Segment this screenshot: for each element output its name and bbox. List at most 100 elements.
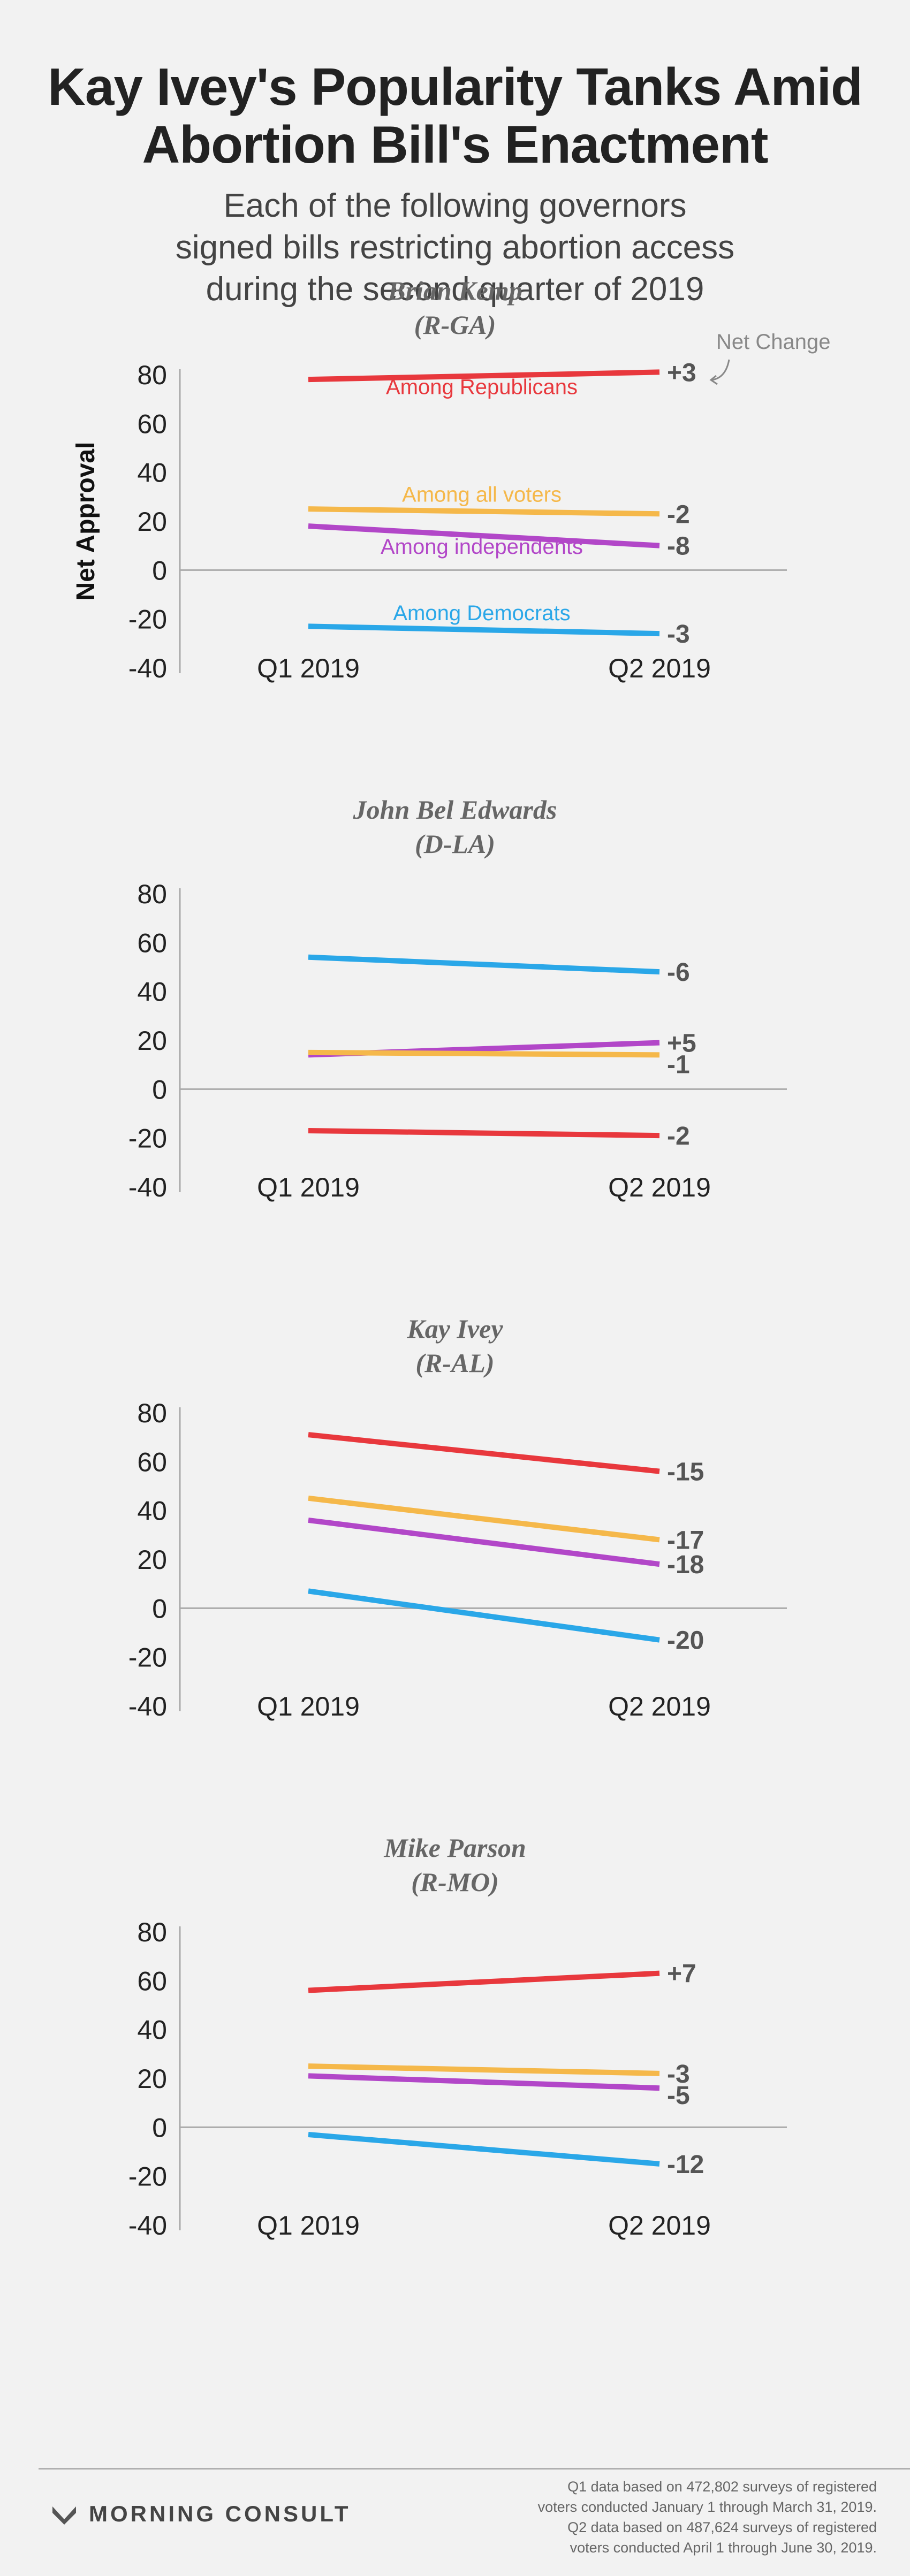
series-line-independents (308, 1517, 660, 1567)
footnote-line: voters conducted April 1 through June 30… (570, 2540, 877, 2556)
x-tick-label: Q1 2019 (257, 653, 360, 683)
footer-divider (39, 2468, 910, 2470)
series-line-all_voters (308, 506, 660, 517)
x-tick-label: Q1 2019 (257, 1172, 360, 1202)
change-label: -3 (667, 620, 690, 649)
x-tick-label: Q2 2019 (608, 1691, 711, 1721)
chart-subtitle: (R-MO) (411, 1867, 499, 1897)
y-tick-label: -20 (128, 1643, 167, 1673)
series-line-republicans (308, 1970, 660, 1993)
series-line-republicans (308, 1432, 660, 1474)
change-label: -15 (667, 1458, 704, 1487)
y-tick-label: 80 (137, 879, 167, 909)
y-tick-label: -40 (128, 1691, 167, 1721)
series-label-independents: Among independents (381, 535, 583, 559)
y-tick-label: -20 (128, 1124, 167, 1154)
y-tick-label: 60 (137, 1447, 167, 1477)
y-tick-label: -40 (128, 653, 167, 683)
chart-title: Kay Ivey (406, 1314, 503, 1344)
footnote-line: Q2 data based on 487,624 surveys of regi… (567, 2519, 877, 2535)
subtitle-line: signed bills restricting abortion access (175, 229, 735, 266)
subtitle-line: during the second quarter of 2019 (206, 271, 704, 308)
series-line-independents (308, 523, 660, 548)
net-change-label: Net Change (716, 330, 830, 354)
chart-title: Brian Kemp (387, 276, 522, 306)
x-tick-label: Q1 2019 (257, 1691, 360, 1721)
y-tick-label: 80 (137, 1398, 167, 1428)
change-label: -8 (667, 532, 690, 561)
series-line-all_voters (308, 1049, 660, 1058)
brand-name: MORNING CONSULT (89, 2501, 351, 2526)
change-label: -5 (667, 2082, 690, 2110)
series-line-all_voters (308, 2063, 660, 2076)
chart-title: John Bel Edwards (353, 795, 557, 825)
series-label-all_voters: Among all voters (402, 483, 562, 507)
y-tick-label: 20 (137, 2064, 167, 2094)
change-label: -18 (667, 1551, 704, 1579)
change-label: +3 (667, 359, 696, 387)
y-tick-label: 0 (152, 2113, 167, 2143)
series-label-democrats: Among Democrats (393, 601, 570, 625)
brand: MORNING CONSULT (51, 2498, 351, 2530)
footnote-line: Q1 data based on 472,802 surveys of regi… (567, 2479, 877, 2495)
change-label: -1 (667, 1051, 690, 1079)
series-line-democrats (308, 1588, 660, 1643)
page-subtitle: Each of the following governors signed b… (0, 185, 910, 310)
y-axis-title: Net Approval (72, 442, 100, 601)
chart-subtitle: (D-LA) (415, 829, 495, 859)
series-line-democrats (308, 954, 660, 975)
y-tick-label: 40 (137, 458, 167, 488)
change-label: -3 (667, 2060, 690, 2089)
y-tick-label: 20 (137, 1026, 167, 1056)
net-change-arrowhead-icon (709, 375, 718, 385)
change-label: -2 (667, 500, 690, 529)
change-label: +7 (667, 1960, 696, 1988)
x-tick-label: Q2 2019 (608, 653, 711, 683)
y-tick-label: 80 (137, 360, 167, 390)
chart-subtitle: (R-GA) (414, 310, 496, 340)
y-tick-label: 0 (152, 1074, 167, 1104)
chart-subtitle: (R-AL) (415, 1348, 494, 1378)
change-label: +5 (667, 1030, 696, 1058)
y-tick-label: 20 (137, 1545, 167, 1575)
net-change-arrow-icon (711, 359, 730, 381)
series-line-democrats (308, 2132, 660, 2167)
series-line-all_voters (308, 1495, 660, 1543)
change-label: -17 (667, 1526, 704, 1554)
y-tick-label: 60 (137, 409, 167, 439)
y-tick-label: 20 (137, 507, 167, 537)
title-line: Kay Ivey's Popularity Tanks Amid (48, 57, 863, 116)
y-tick-label: 40 (137, 1496, 167, 1526)
morning-consult-logo-icon (52, 2506, 76, 2525)
footnote-line: voters conducted January 1 through March… (537, 2499, 877, 2515)
y-tick-label: 0 (152, 1594, 167, 1624)
y-tick-label: -20 (128, 605, 167, 635)
y-tick-label: 60 (137, 928, 167, 958)
series-line-republicans (308, 1127, 660, 1139)
x-tick-label: Q2 2019 (608, 2211, 711, 2240)
subtitle-line: Each of the following governors (223, 187, 687, 224)
change-label: -20 (667, 1627, 704, 1655)
y-tick-label: -40 (128, 1172, 167, 1202)
series-line-democrats (308, 623, 660, 637)
y-tick-label: 40 (137, 977, 167, 1007)
y-tick-label: 0 (152, 555, 167, 585)
page-title: Kay Ivey's Popularity Tanks Amid Abortio… (0, 58, 910, 173)
footnote: Q1 data based on 472,802 surveys of regi… (395, 2476, 877, 2558)
y-tick-label: 40 (137, 2015, 167, 2045)
title-line: Abortion Bill's Enactment (142, 115, 769, 174)
series-line-independents (308, 2073, 660, 2091)
x-tick-label: Q1 2019 (257, 2211, 360, 2240)
change-label: -2 (667, 1122, 690, 1150)
series-label-republicans: Among Republicans (386, 375, 578, 399)
y-tick-label: 60 (137, 1966, 167, 1996)
change-label: -6 (667, 958, 690, 987)
y-tick-label: 80 (137, 1917, 167, 1947)
y-tick-label: -20 (128, 2162, 167, 2192)
chart-title: Mike Parson (383, 1833, 526, 1863)
x-tick-label: Q2 2019 (608, 1172, 711, 1202)
series-line-republicans (308, 369, 660, 383)
change-label: -12 (667, 2151, 704, 2179)
